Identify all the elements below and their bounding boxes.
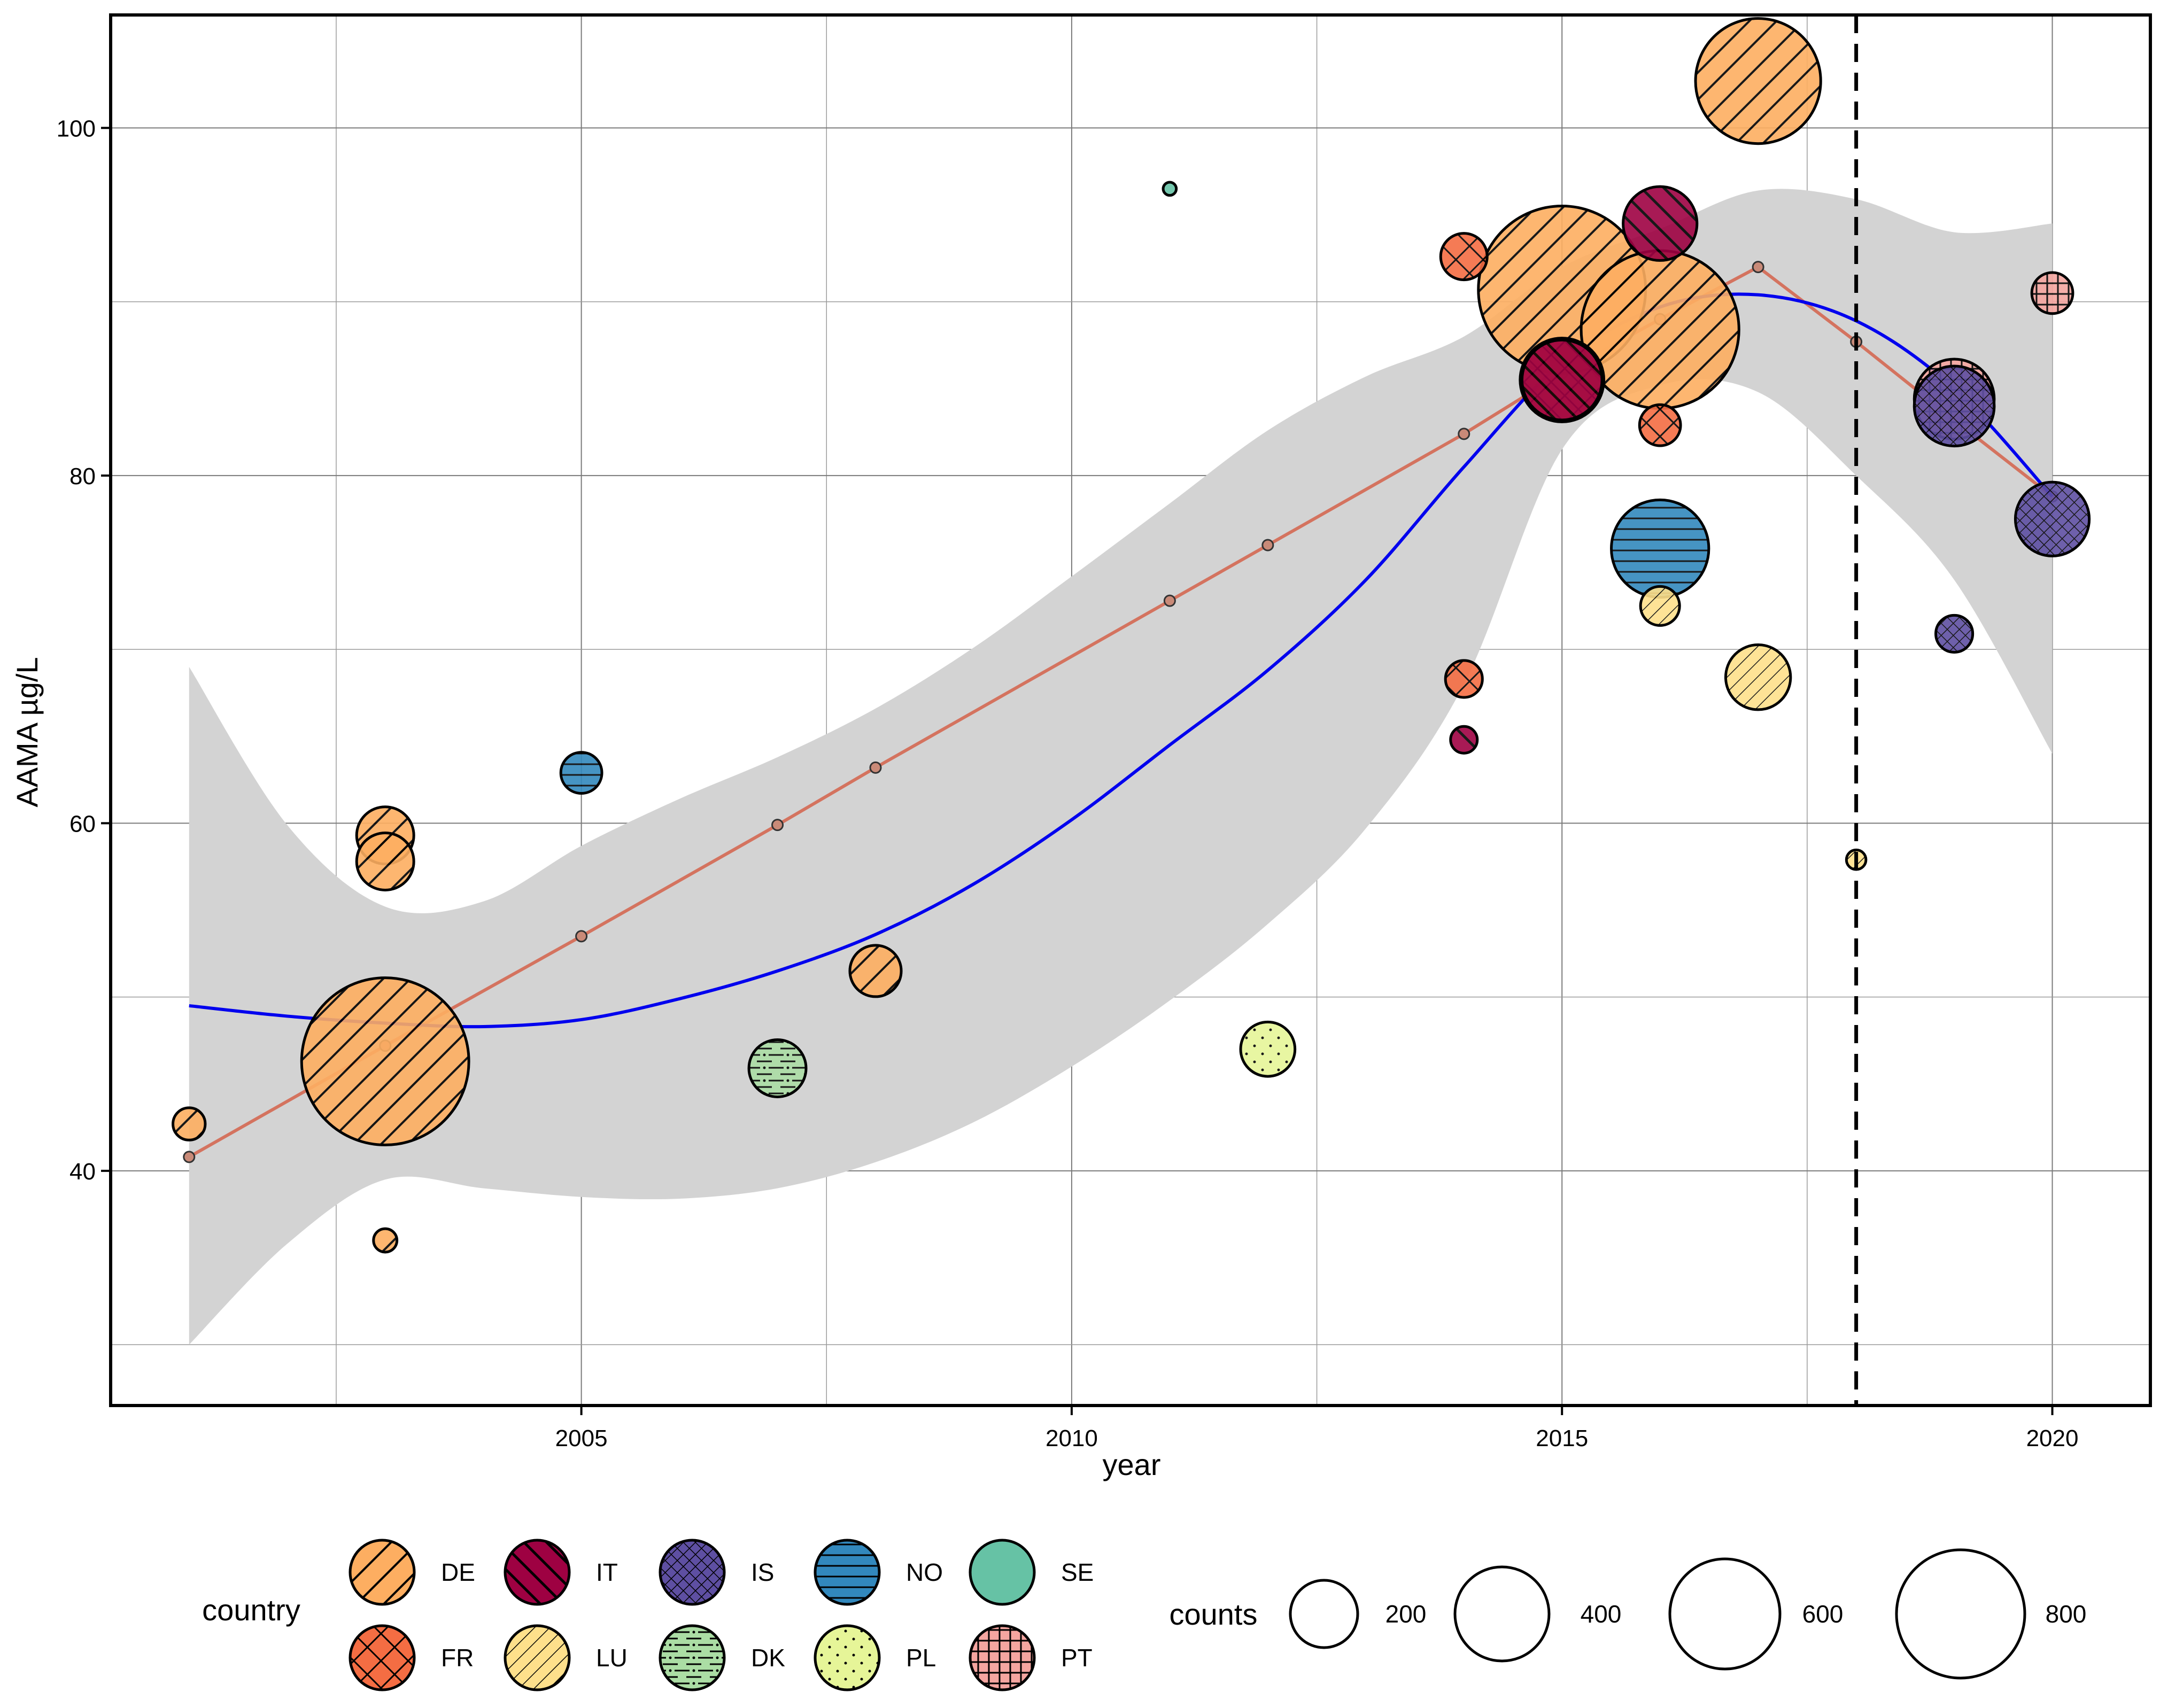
panel-border <box>109 13 2152 1407</box>
bubble-it <box>1622 185 1699 262</box>
legend-key-se <box>969 1539 1036 1606</box>
y-axis: 40 60 80 100 <box>57 115 111 1185</box>
x-axis: 2005 2010 2015 2020 <box>555 1406 2079 1451</box>
legend-key-it <box>504 1539 571 1606</box>
legend-key-pl <box>814 1624 881 1691</box>
bubble-fr <box>1638 403 1682 447</box>
bubble-lu <box>1724 643 1792 711</box>
x-tick-label: 2010 <box>1046 1425 1098 1451</box>
bubble-de <box>372 1227 399 1254</box>
legend-label-se: SE <box>1061 1558 1094 1586</box>
mean-point <box>771 819 784 832</box>
legend-label-lu: LU <box>596 1644 628 1672</box>
legend-key-de <box>349 1539 416 1606</box>
bubble-no <box>1610 498 1710 599</box>
bubble-de <box>848 944 903 998</box>
bubble-is <box>2014 480 2091 557</box>
bubble-se <box>1162 181 1178 197</box>
counts-key-400 <box>1453 1565 1551 1663</box>
legend-label-dk: DK <box>751 1644 785 1672</box>
legend-label-pl: PL <box>906 1644 936 1672</box>
legend-label-pt: PT <box>1061 1644 1093 1672</box>
plot-area <box>109 13 2152 1407</box>
confidence-band <box>189 189 2053 1345</box>
legend-country: country DE IT IS NO SE FR LU DK PL PT <box>202 1539 1094 1691</box>
mean-point <box>183 1151 196 1163</box>
x-tick-label: 2005 <box>555 1425 608 1451</box>
counts-key-200 <box>1289 1579 1359 1649</box>
bubble-de <box>355 831 415 891</box>
bubble-it <box>1449 725 1479 755</box>
legend-counts: counts 200 400 600 800 <box>1170 1548 2087 1680</box>
bubble-fr <box>1444 659 1484 699</box>
mean-point <box>1752 261 1764 274</box>
legend-counts-title: counts <box>1170 1597 1258 1631</box>
legend-label-is: IS <box>751 1558 774 1586</box>
legend-country-title: country <box>202 1593 300 1627</box>
mean-point <box>869 761 882 774</box>
legend-key-no <box>814 1539 881 1606</box>
counts-label-800: 800 <box>2046 1600 2087 1628</box>
counts-label-600: 600 <box>1802 1600 1844 1628</box>
bubble-it <box>1520 338 1604 422</box>
legend-key-lu <box>504 1624 571 1691</box>
mean-point <box>575 930 588 943</box>
y-tick-label: 100 <box>57 115 96 142</box>
yearly-mean-line <box>188 265 2054 1159</box>
legend-key-is <box>659 1539 726 1606</box>
bubble-is <box>1913 364 1996 448</box>
mean-point <box>1163 594 1176 607</box>
bubble-dk <box>747 1038 808 1098</box>
bubble-no <box>559 751 603 795</box>
legend-key-fr <box>349 1624 416 1691</box>
counts-key-800 <box>1895 1548 2026 1680</box>
legend-label-fr: FR <box>441 1644 474 1672</box>
smooth-fit-line <box>189 292 2054 1029</box>
counts-key-600 <box>1668 1557 1782 1671</box>
bubble-pt <box>2030 271 2074 315</box>
mean-point <box>1458 428 1470 440</box>
legend-key-pt <box>969 1624 1036 1691</box>
y-tick-label: 40 <box>69 1159 96 1185</box>
x-tick-label: 2020 <box>2026 1425 2079 1451</box>
bubble-pl <box>1239 1020 1297 1078</box>
y-tick-label: 80 <box>69 463 96 490</box>
x-axis-label: year <box>1103 1448 1161 1481</box>
country-bubbles <box>172 17 2091 1254</box>
x-tick-label: 2015 <box>1536 1425 1588 1451</box>
bubble-lu <box>1639 585 1681 627</box>
mean-point <box>1261 539 1274 552</box>
bubble-de <box>300 976 470 1146</box>
bubble-de <box>172 1106 207 1142</box>
bubble-de <box>1694 17 1822 145</box>
legend-label-no: NO <box>906 1558 943 1586</box>
bubble-fr <box>1439 232 1489 282</box>
legend-key-dk <box>659 1624 726 1691</box>
bubble-is <box>1934 614 1975 654</box>
y-axis-label: AAMA µg/L <box>10 657 44 807</box>
legend-label-de: DE <box>441 1558 475 1586</box>
counts-label-200: 200 <box>1385 1600 1427 1628</box>
legend-label-it: IT <box>596 1558 618 1586</box>
y-tick-label: 60 <box>69 811 96 837</box>
counts-label-400: 400 <box>1581 1600 1622 1628</box>
